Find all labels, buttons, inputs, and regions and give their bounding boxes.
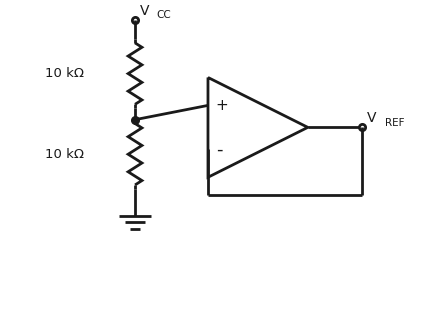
Text: V: V [367,112,376,126]
Text: 10 kΩ: 10 kΩ [45,148,84,161]
Text: -: - [215,140,222,158]
Text: +: + [215,98,228,113]
Text: V: V [139,4,149,18]
Text: 10 kΩ: 10 kΩ [45,67,84,80]
Text: CC: CC [156,10,170,20]
Text: REF: REF [384,118,403,128]
